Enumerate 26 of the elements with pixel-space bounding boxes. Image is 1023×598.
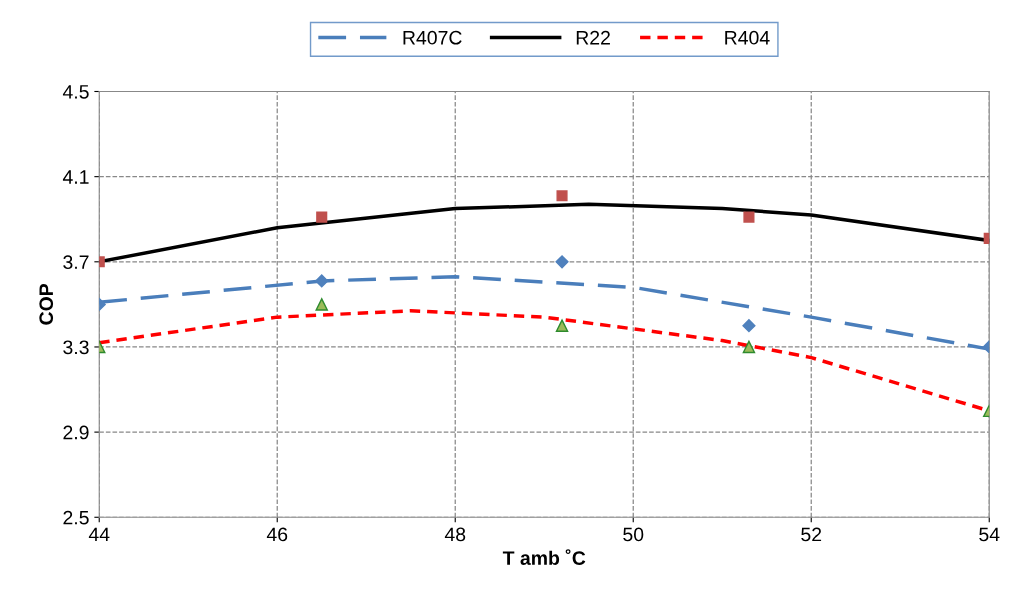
y-tick-label: 4.5 bbox=[62, 85, 89, 99]
point bbox=[315, 274, 329, 288]
point bbox=[742, 319, 756, 333]
x-tick-label: 46 bbox=[266, 527, 288, 542]
point bbox=[315, 298, 328, 311]
y-tick-label: 3.3 bbox=[63, 340, 89, 355]
x-tick-label: 54 bbox=[979, 527, 1000, 542]
x-tick-label: 48 bbox=[444, 527, 466, 542]
x-tick-label: 52 bbox=[801, 527, 822, 542]
legend-label: R404 bbox=[725, 30, 770, 45]
y-tick-label: 2.9 bbox=[63, 425, 89, 440]
y-tick-label: 3.7 bbox=[63, 255, 89, 270]
y-tick-label: 4.1 bbox=[62, 170, 89, 184]
x-tick-label: 50 bbox=[623, 527, 644, 542]
point bbox=[743, 211, 755, 223]
x-axis-title: T amb ˚C bbox=[502, 549, 586, 565]
y-tick-label: 2.5 bbox=[63, 510, 89, 525]
point bbox=[556, 190, 568, 202]
point bbox=[742, 340, 756, 354]
x-tick-label: 44 bbox=[88, 527, 110, 542]
y-axis-title: COP bbox=[39, 283, 54, 325]
legend-label: R407C bbox=[403, 30, 462, 45]
legend-label: R22 bbox=[576, 30, 610, 45]
point bbox=[316, 211, 328, 223]
point bbox=[555, 319, 569, 332]
point bbox=[555, 255, 569, 269]
